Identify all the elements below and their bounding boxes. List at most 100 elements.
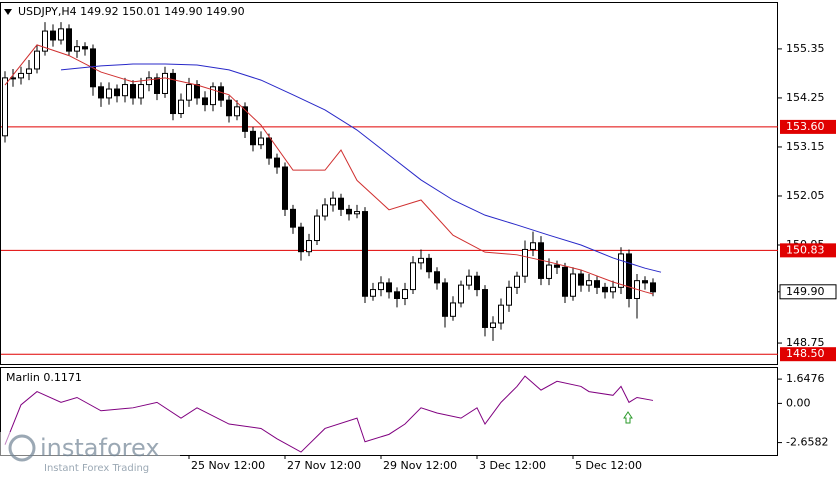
x-tick-label: 29 Nov 12:00 — [383, 459, 457, 472]
candle-body — [138, 84, 144, 99]
candle-body — [586, 280, 592, 286]
candle-body — [434, 271, 440, 284]
x-tick-label: 27 Nov 12:00 — [287, 459, 361, 472]
y-tick-label: 1.6476 — [786, 372, 825, 385]
candle-body — [98, 86, 104, 99]
line-series — [4, 44, 654, 295]
candle-body — [466, 275, 472, 286]
watermark-logo — [8, 434, 36, 462]
candle-body — [386, 282, 392, 293]
x-tick-label: 3 Dec 12:00 — [479, 459, 546, 472]
candle-body — [570, 273, 576, 297]
candle-body — [394, 291, 400, 299]
level-label-bg — [780, 347, 836, 362]
y-tick-label: 153.15 — [786, 140, 825, 153]
candle-body — [410, 262, 416, 291]
current-price-label: 149.90 — [786, 285, 825, 298]
candle-body — [578, 273, 584, 286]
candle-body — [378, 282, 384, 291]
candle-body — [362, 211, 368, 297]
signal-arrow — [623, 411, 633, 424]
candle-body — [130, 84, 136, 99]
y-tick-label: 148.75 — [786, 336, 825, 349]
candle-body — [402, 289, 408, 299]
candle-body — [242, 106, 248, 132]
current-price-bg — [779, 284, 837, 300]
candle-body — [330, 197, 336, 206]
candle-body — [154, 77, 160, 94]
x-tick-label: 25 Nov 12:00 — [191, 459, 265, 472]
indicator-title: Marlin 0.1171 — [6, 371, 82, 384]
x-tick-label: 5 Dec 12:00 — [575, 459, 642, 472]
candle-body — [82, 46, 88, 50]
candle-body — [618, 253, 624, 288]
candle-body — [626, 253, 632, 299]
candle-body — [306, 240, 312, 253]
candle-body — [226, 99, 232, 117]
candle-body — [250, 130, 256, 146]
candle-body — [546, 264, 552, 279]
candle-body — [194, 84, 200, 99]
main-frame — [0, 2, 778, 365]
level-label-bg — [780, 243, 836, 258]
candle-body — [522, 248, 528, 277]
candle-body — [146, 77, 152, 86]
candle-body — [490, 322, 496, 328]
candle-body — [258, 137, 264, 146]
candle-body — [170, 72, 176, 115]
watermark-brand: instaforex — [40, 434, 160, 462]
level-label: 153.60 — [786, 120, 825, 133]
watermark: instaforex Instant Forex Trading — [0, 432, 180, 477]
y-tick-label: -2.6582 — [786, 436, 828, 449]
y-tick-label: 152.05 — [786, 189, 825, 202]
y-tick-label: 155.35 — [786, 42, 825, 55]
candle-body — [202, 97, 208, 106]
candle-body — [514, 275, 520, 288]
line-series — [4, 375, 654, 453]
candle-body — [322, 204, 328, 217]
candle-body — [162, 72, 168, 94]
candle-body — [34, 50, 40, 70]
candle-body — [66, 28, 72, 52]
indicator-frame — [0, 367, 778, 456]
level-label-bg — [780, 119, 836, 134]
candle-body — [442, 282, 448, 317]
candle-body — [122, 84, 128, 97]
candle-body — [2, 77, 8, 137]
level-label: 148.50 — [786, 347, 825, 360]
candle-body — [498, 304, 504, 324]
candle-body — [562, 266, 568, 297]
candle-body — [218, 86, 224, 101]
candle-body — [602, 286, 608, 293]
candle-body — [114, 88, 120, 97]
y-tick-label: 0.00 — [786, 396, 811, 409]
candle-body — [642, 280, 648, 284]
candle-body — [10, 77, 16, 80]
candle-body — [346, 208, 352, 215]
candle-body — [554, 264, 560, 268]
candle-body — [266, 137, 272, 159]
candle-body — [74, 46, 80, 52]
candle-body — [50, 30, 56, 41]
candle-body — [594, 280, 600, 288]
candle-body — [186, 84, 192, 101]
candle-body — [354, 211, 360, 215]
candle-body — [370, 289, 376, 297]
watermark-tagline: Instant Forex Trading — [44, 463, 149, 474]
candle-body — [26, 68, 32, 74]
candle-body — [42, 30, 48, 52]
y-tick-label: 154.25 — [786, 91, 825, 104]
candle-body — [530, 242, 536, 250]
level-label: 150.83 — [786, 243, 825, 256]
candle-body — [458, 284, 464, 304]
menu-triangle — [4, 9, 12, 15]
candle-body — [450, 302, 456, 317]
candle-body — [506, 286, 512, 306]
candle-body — [290, 208, 296, 228]
candle-body — [234, 106, 240, 117]
candle-body — [314, 215, 320, 242]
candle-body — [282, 166, 288, 210]
